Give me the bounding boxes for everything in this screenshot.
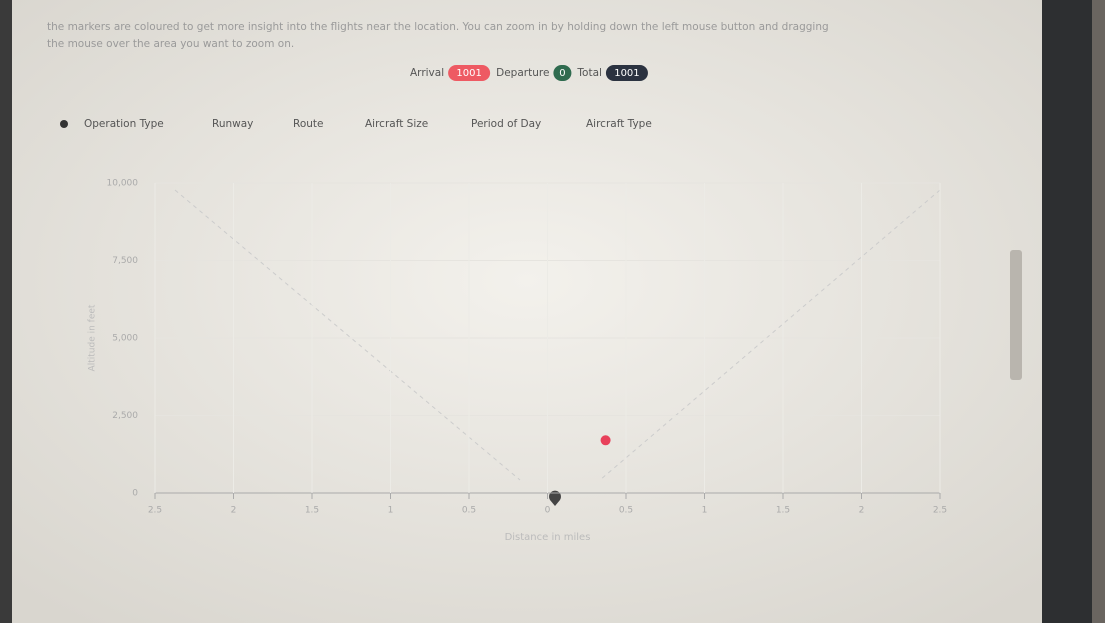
background xyxy=(1092,0,1105,623)
count-label: Total xyxy=(576,67,602,79)
count-badge xyxy=(448,65,491,81)
y-tick-label: 0 xyxy=(132,489,138,499)
y-tick-label: 10,000 xyxy=(107,179,139,189)
y-tick-label: 5,000 xyxy=(112,334,138,344)
y-axis-label: Altitude in feet xyxy=(88,304,98,371)
count-label: Departure xyxy=(496,67,549,79)
cone-line xyxy=(599,189,941,481)
count-value: 1001 xyxy=(614,68,639,79)
x-tick-label: 0.5 xyxy=(462,506,476,516)
x-tick-label: 2 xyxy=(231,506,237,516)
tabs: Operation Type Runway Route Aircraft Size Pe… xyxy=(84,118,652,130)
x-tick-label: 0.5 xyxy=(619,506,633,516)
x-tick-label: 1.5 xyxy=(776,506,790,516)
intro-line: the mouse over the area you want to zoom… xyxy=(47,38,294,50)
x-axis-label: Distance in miles xyxy=(505,532,591,543)
tab[interactable]: Aircraft Type xyxy=(586,118,652,130)
scrollbar xyxy=(1010,250,1022,380)
counts: Arrival 1001 Departure 0 Total 1001 xyxy=(410,65,648,81)
tab[interactable]: Route xyxy=(293,118,323,130)
x-tick-label: 2 xyxy=(859,506,865,516)
x-tick-label: 2.5 xyxy=(933,506,947,516)
x-tick-label: 1 xyxy=(388,506,394,516)
x-tick-label: 0 xyxy=(545,506,551,516)
bezel-right xyxy=(1042,0,1092,623)
count-value: 1001 xyxy=(456,68,481,79)
tab[interactable]: Operation Type xyxy=(84,118,164,130)
tab[interactable]: Period of Day xyxy=(471,118,541,130)
point xyxy=(600,435,611,446)
screen xyxy=(12,0,1042,623)
count-label: Arrival xyxy=(410,67,444,79)
x-tick-label: 1 xyxy=(702,506,708,516)
count-value: 0 xyxy=(559,68,565,79)
chart: 0 2,500 5,000 7,500 10,000 2.5 2 1.5 1 0.5 0 0.5 1 1.… xyxy=(88,179,948,544)
x-tick-label: 2.5 xyxy=(148,506,162,516)
tab-indicator xyxy=(60,120,68,128)
intro-line: the markers are coloured to get more ins… xyxy=(47,21,829,33)
tab[interactable]: Aircraft Size xyxy=(365,118,428,130)
count-badge xyxy=(605,65,648,81)
x-tick-label: 1.5 xyxy=(305,506,319,516)
cone-line xyxy=(174,189,521,481)
location-marker xyxy=(549,490,561,506)
tab[interactable]: Runway xyxy=(212,118,253,130)
y-tick-label: 7,500 xyxy=(112,256,138,266)
count-badge xyxy=(553,65,572,81)
y-tick-label: 2,500 xyxy=(112,411,138,421)
